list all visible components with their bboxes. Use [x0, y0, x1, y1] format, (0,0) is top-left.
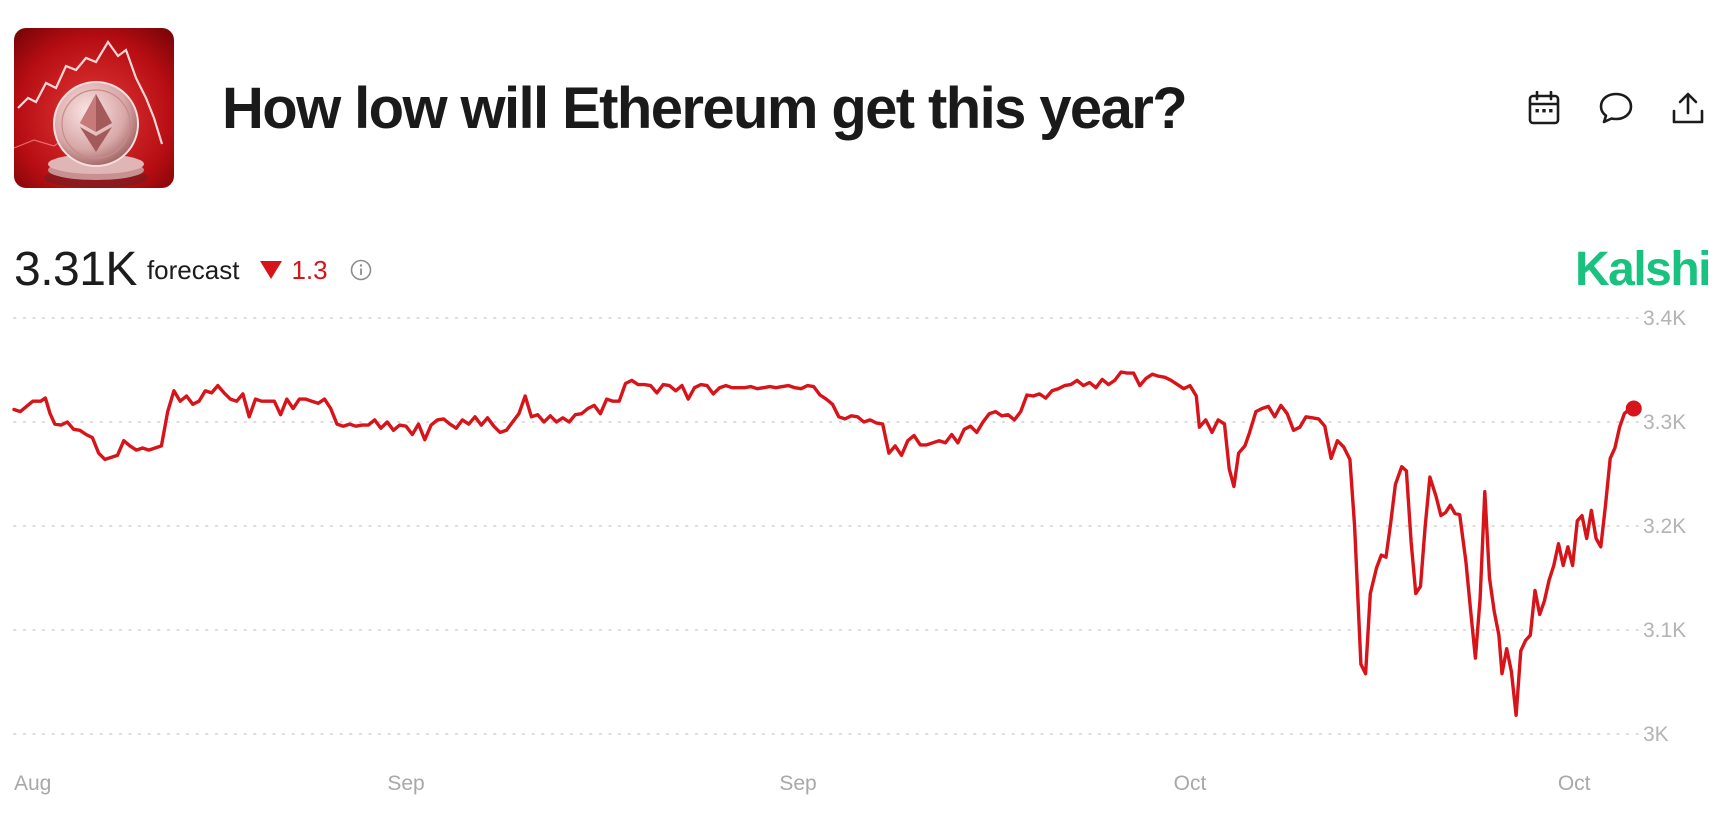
forecast-summary: 3.31K forecast 1.3 — [14, 240, 372, 300]
forecast-change: 1.3 — [291, 254, 328, 285]
comment-icon — [1599, 92, 1633, 124]
down-triangle-icon — [259, 260, 283, 280]
kalshi-logo[interactable]: Kalshi — [1574, 243, 1712, 296]
x-tick-label: Sep — [779, 772, 816, 795]
info-icon[interactable] — [350, 259, 372, 281]
share-button[interactable] — [1668, 88, 1708, 128]
forecast-label: forecast — [146, 254, 240, 285]
x-tick-label: Aug — [14, 772, 51, 795]
x-tick-label: Oct — [1558, 772, 1591, 795]
y-tick-label: 3.3K — [1643, 411, 1686, 434]
forecast-value: 3.31K — [14, 243, 137, 296]
market-thumbnail — [14, 28, 174, 188]
calendar-button[interactable] — [1524, 88, 1564, 128]
x-tick-label: Oct — [1174, 772, 1207, 795]
y-tick-label: 3K — [1643, 723, 1669, 746]
price-series-line — [12, 370, 1636, 717]
ethereum-coin-image — [14, 28, 174, 188]
x-tick-label: Sep — [387, 772, 424, 795]
share-icon — [1672, 92, 1704, 124]
page-title: How low will Ethereum get this year? — [222, 76, 1188, 141]
y-tick-label: 3.1K — [1643, 619, 1686, 642]
header-actions — [1524, 88, 1708, 128]
latest-point-marker[interactable] — [1625, 400, 1642, 417]
y-tick-label: 3.2K — [1643, 515, 1686, 538]
comment-button[interactable] — [1596, 88, 1636, 128]
y-tick-label: 3.4K — [1643, 307, 1686, 330]
calendar-icon — [1528, 91, 1560, 125]
price-chart: 3.4K 3.3K 3.2K 3.1K 3K Aug Sep Sep Oct Oct — [12, 307, 1686, 795]
